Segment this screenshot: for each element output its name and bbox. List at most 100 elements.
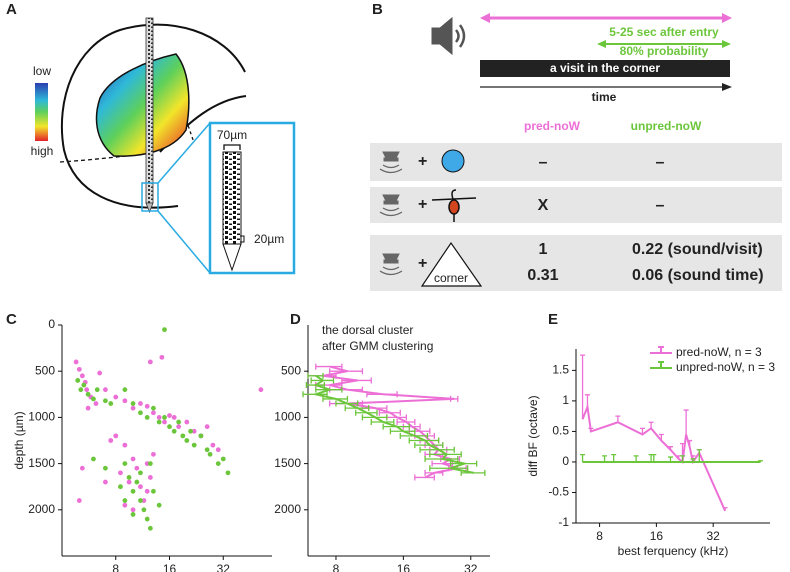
error-bar (322, 395, 349, 402)
point (191, 428, 197, 434)
point (85, 405, 91, 411)
point (176, 424, 182, 430)
error-bar (378, 409, 401, 416)
corner-icon (420, 241, 483, 287)
line (312, 374, 474, 474)
annotation: after GMM clustering (322, 339, 433, 353)
error-bar (424, 455, 459, 462)
point (126, 475, 132, 480)
panel-label: B (372, 1, 383, 18)
error-bar (690, 458, 696, 462)
error-bar (683, 409, 689, 435)
point (147, 525, 153, 531)
point (176, 419, 182, 425)
probe (145, 17, 154, 204)
cell: – (656, 154, 665, 171)
colorbar (35, 83, 48, 141)
error-bar (584, 394, 590, 407)
visit-label: a visit in the corner (550, 61, 660, 75)
error-bar (696, 449, 702, 462)
point (108, 401, 114, 406)
error-bar (611, 453, 617, 462)
column-header: unpred-noW (631, 119, 702, 133)
cell: 0.06 (sound time) (632, 267, 764, 284)
plus: + (418, 255, 427, 272)
ball-icon (441, 149, 465, 173)
point (144, 403, 150, 409)
y-tick-label: -1 (558, 515, 569, 529)
error-bar (460, 469, 486, 476)
point (184, 438, 190, 443)
spacing-bracket (240, 235, 245, 243)
point (184, 419, 190, 425)
point (130, 512, 136, 517)
point (102, 479, 108, 485)
point (156, 415, 162, 420)
point (147, 475, 153, 480)
point (258, 387, 264, 393)
time-label: time (592, 90, 617, 104)
error-bar (429, 451, 462, 458)
x-tick-label: 32 (464, 562, 478, 572)
point (130, 488, 136, 494)
point (122, 387, 128, 393)
error-bar (366, 391, 398, 398)
panel-label: C (6, 311, 17, 328)
point (147, 359, 153, 365)
probability-label: 80% probability (620, 44, 709, 58)
panel-label: A (6, 1, 17, 18)
point (130, 456, 136, 462)
width-bracket (223, 144, 241, 150)
point (225, 470, 231, 476)
point (171, 428, 177, 434)
point (93, 401, 99, 406)
point (138, 484, 143, 490)
brain-outline (60, 23, 246, 209)
point (141, 498, 147, 503)
point (151, 405, 156, 411)
error-bar (335, 400, 359, 407)
y-tick-label: 1.5 (552, 363, 569, 377)
error-bar (344, 405, 370, 412)
small-speaker (379, 151, 403, 174)
error-bar (722, 507, 728, 511)
point (180, 433, 186, 439)
error-bar (449, 395, 459, 402)
y-tick-label: 0 (562, 454, 569, 468)
error-bar (382, 423, 410, 430)
point (151, 451, 156, 457)
error-bar (361, 414, 388, 421)
point (126, 479, 132, 485)
row-box (370, 187, 782, 223)
point (151, 410, 156, 416)
error-bar (658, 433, 664, 441)
point (102, 387, 108, 393)
point (122, 461, 128, 466)
x-axis-label: best ferquency (kHz) (618, 544, 729, 558)
point (108, 438, 114, 443)
error-bar (667, 446, 673, 450)
point (215, 461, 221, 466)
point (78, 387, 84, 393)
plus: + (418, 153, 427, 170)
point (210, 442, 216, 448)
zoom-region (141, 182, 159, 212)
point (151, 488, 156, 494)
error-bar (651, 453, 657, 462)
point (167, 413, 172, 418)
point (156, 419, 162, 425)
error-bar (396, 419, 416, 426)
error-bar (429, 465, 469, 472)
y-tick-label: 0.5 (552, 424, 569, 438)
point (75, 378, 81, 383)
arrow-head (480, 13, 490, 23)
point (162, 327, 167, 333)
probe-width: 70µm (217, 128, 247, 142)
point (144, 516, 150, 522)
point (171, 415, 177, 420)
plus: + (418, 196, 427, 213)
error-bar (449, 460, 478, 467)
arrow-head (597, 40, 606, 48)
point (141, 507, 147, 513)
colorbar-label: high (31, 144, 54, 158)
